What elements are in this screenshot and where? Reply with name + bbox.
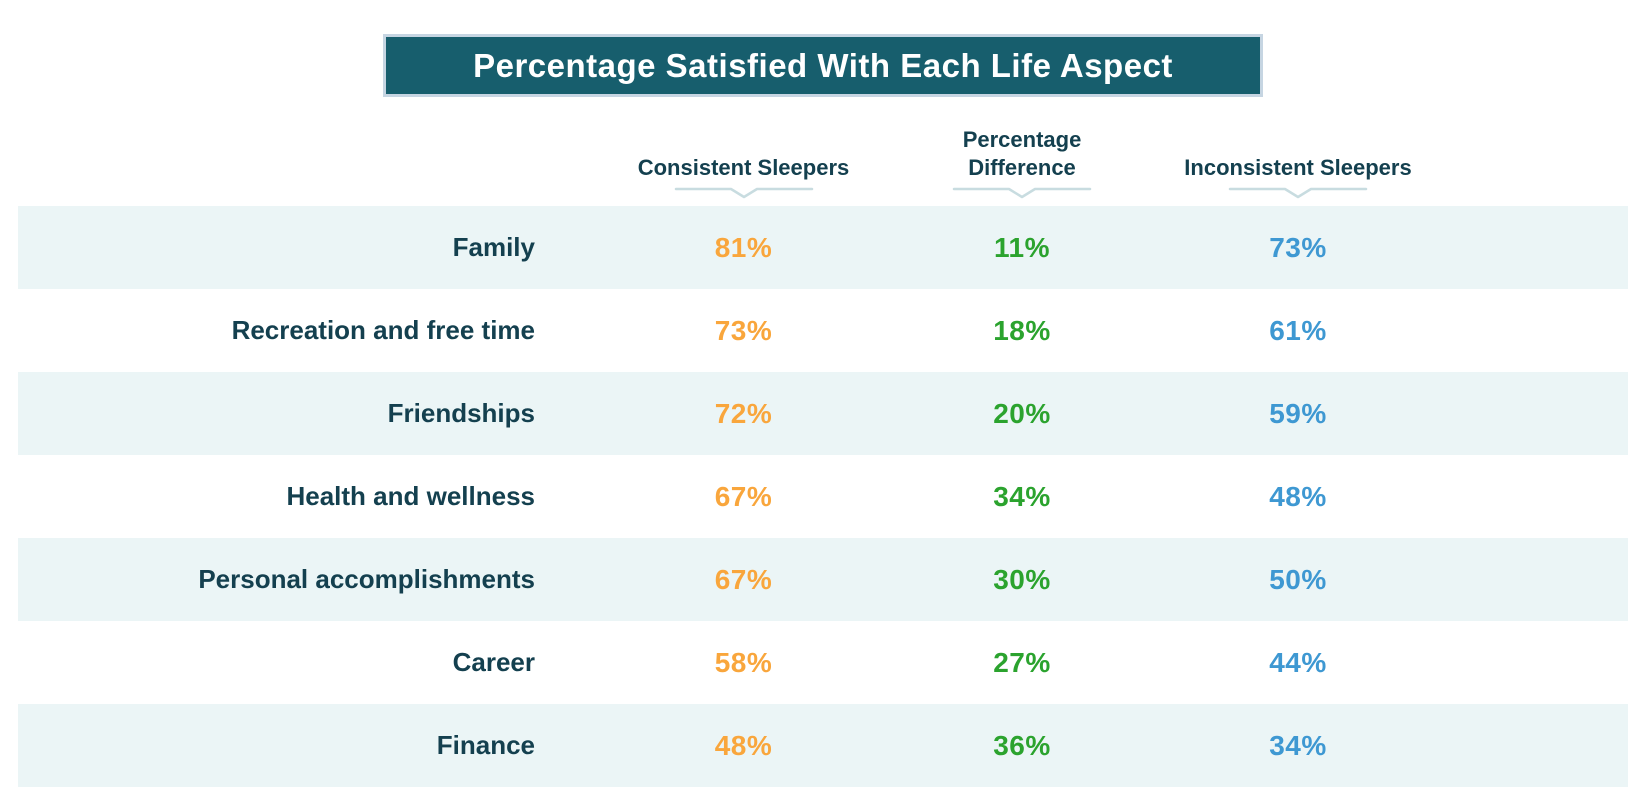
row-spacer	[1504, 372, 1628, 455]
header-underline-brace-icon	[952, 187, 1092, 199]
inconsistent-sleepers-value: 34%	[1269, 729, 1327, 761]
inconsistent-sleepers-value: 50%	[1269, 563, 1327, 595]
consistent-sleepers-value: 67%	[714, 480, 773, 512]
consistent-sleepers-value: 48%	[714, 729, 773, 761]
column-header-line1: Percentage	[962, 127, 1082, 152]
table-row: Recreation and free time 73% 18% 61%	[18, 289, 1628, 372]
aspect-label: Health and wellness	[286, 481, 535, 511]
row-spacer	[1504, 704, 1628, 787]
inconsistent-sleepers-value: 61%	[1269, 314, 1327, 346]
row-spacer	[1504, 621, 1628, 704]
inconsistent-sleepers-value: 59%	[1269, 397, 1327, 429]
aspect-label: Personal accomplishments	[198, 564, 535, 594]
row-spacer	[1504, 538, 1628, 621]
column-header-consistent-sleepers: Consistent Sleepers	[535, 154, 952, 207]
percentage-difference-value: 36%	[993, 729, 1051, 761]
header-underline-brace-icon	[1228, 187, 1368, 199]
row-spacer	[1504, 455, 1628, 538]
consistent-sleepers-value: 72%	[714, 397, 773, 429]
table-row: Career 58% 27% 44%	[18, 621, 1628, 704]
title-banner: Percentage Satisfied With Each Life Aspe…	[383, 34, 1263, 97]
column-header-line2: Difference	[968, 154, 1076, 180]
inconsistent-sleepers-value: 44%	[1269, 646, 1327, 678]
percentage-difference-value: 30%	[993, 563, 1051, 595]
consistent-sleepers-value: 58%	[714, 646, 773, 678]
column-header-percentage-difference: Percentage Difference	[952, 126, 1092, 206]
column-header-inconsistent-sleepers: Inconsistent Sleepers	[1092, 154, 1504, 207]
percentage-difference-value: 34%	[993, 480, 1051, 512]
row-spacer	[1504, 206, 1628, 289]
aspect-label: Career	[452, 647, 535, 677]
percentage-difference-value: 18%	[993, 314, 1051, 346]
column-header-label: Inconsistent Sleepers	[1184, 154, 1412, 180]
consistent-sleepers-value: 73%	[714, 314, 773, 346]
table-row: Family 81% 11% 73%	[18, 206, 1628, 289]
aspect-label: Friendships	[387, 398, 535, 428]
table-row: Friendships 72% 20% 59%	[18, 372, 1628, 455]
table-row: Personal accomplishments 67% 30% 50%	[18, 538, 1628, 621]
inconsistent-sleepers-value: 73%	[1269, 231, 1327, 263]
page-title: Percentage Satisfied With Each Life Aspe…	[473, 46, 1173, 84]
table-row: Health and wellness 67% 34% 48%	[18, 455, 1628, 538]
table-header-row: Consistent Sleepers Percentage Differenc…	[18, 97, 1628, 206]
aspect-label: Family	[452, 232, 535, 262]
consistent-sleepers-value: 81%	[714, 231, 773, 263]
row-spacer	[1504, 289, 1628, 372]
table-row: Finance 48% 36% 34%	[18, 704, 1628, 787]
header-underline-brace-icon	[674, 187, 813, 199]
aspect-label: Finance	[436, 730, 535, 760]
percentage-difference-value: 20%	[993, 397, 1051, 429]
column-header-label: Consistent Sleepers	[637, 154, 850, 180]
inconsistent-sleepers-value: 48%	[1269, 480, 1327, 512]
percentage-difference-value: 27%	[993, 646, 1051, 678]
aspect-label: Recreation and free time	[231, 315, 535, 345]
consistent-sleepers-value: 67%	[714, 563, 773, 595]
percentage-difference-value: 11%	[994, 231, 1050, 263]
column-header-label: Percentage Difference	[963, 126, 1082, 181]
